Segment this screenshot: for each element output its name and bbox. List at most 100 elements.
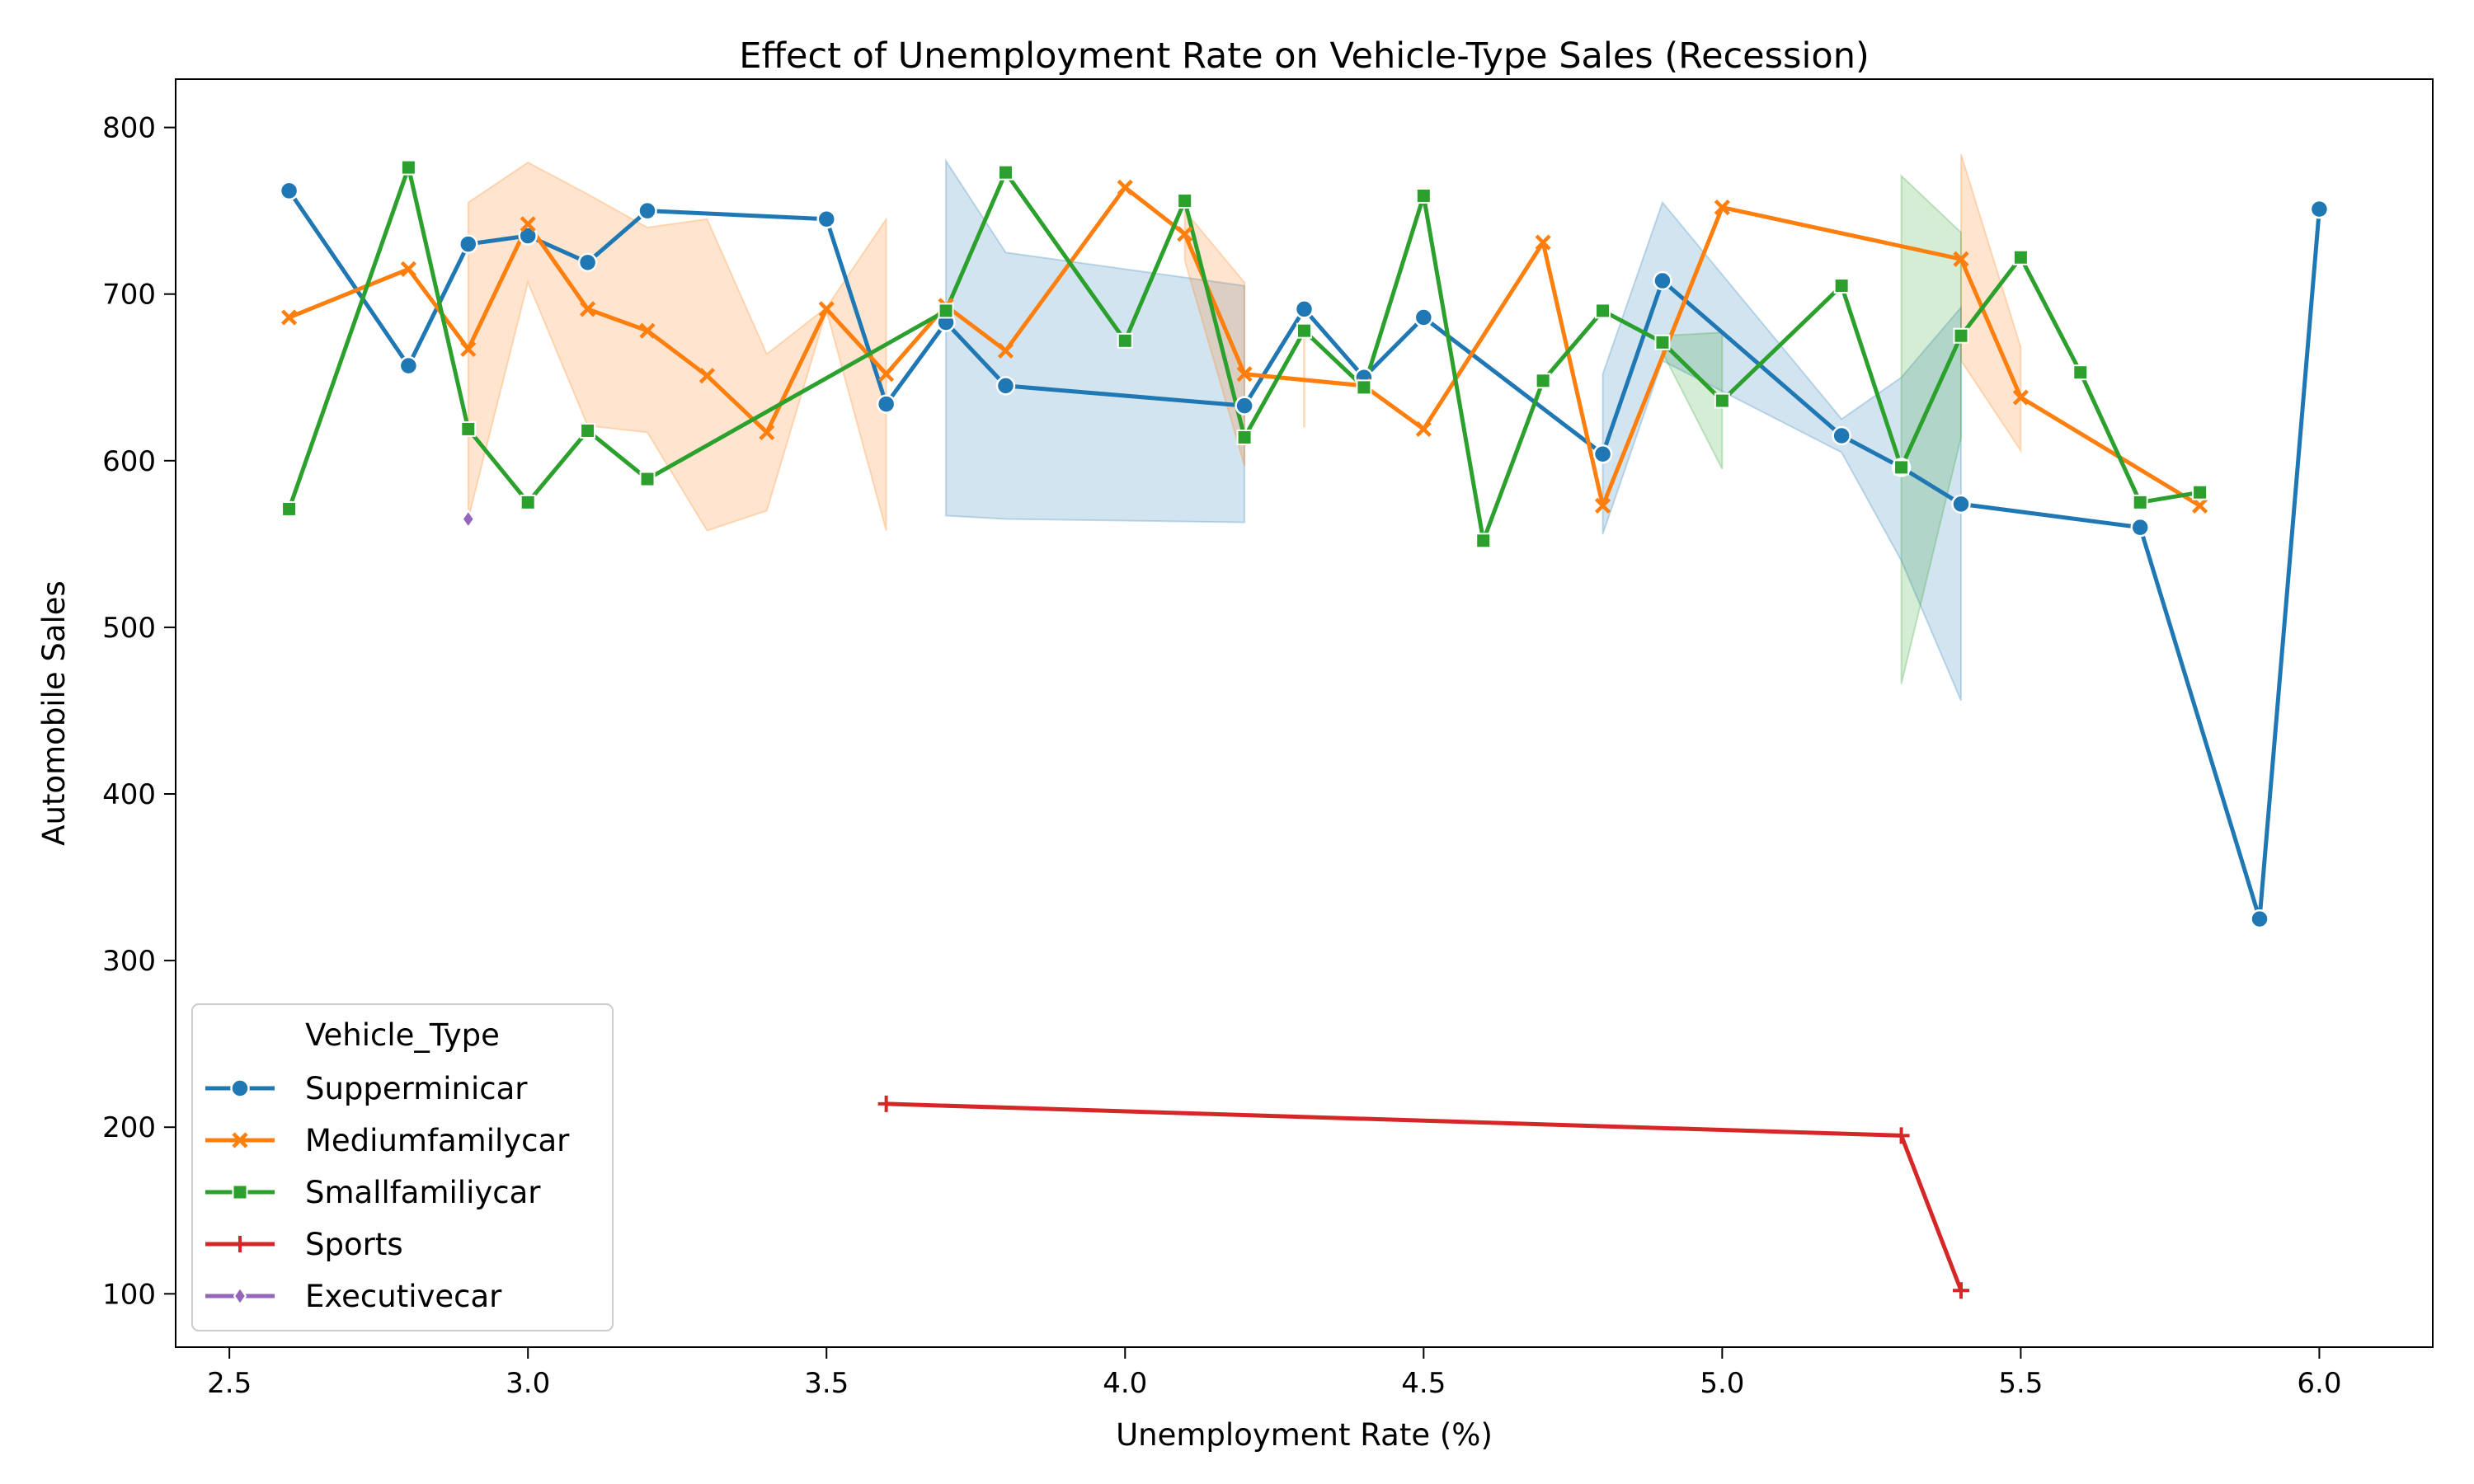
supperminicar-band xyxy=(1602,200,1962,702)
y-tick-label: 500 xyxy=(102,612,156,645)
supperminicar-point xyxy=(1413,308,1434,327)
smallfamiliycar-point xyxy=(2072,364,2089,381)
x-tick-label: 4.0 xyxy=(1103,1367,1147,1400)
sports-point xyxy=(877,1095,895,1112)
x-tick-label: 5.5 xyxy=(1998,1367,2043,1400)
mediumfamilycar-point xyxy=(1415,420,1432,438)
x-tick-label: 2.5 xyxy=(207,1367,252,1400)
mediumfamilycar-point xyxy=(1535,234,1551,251)
smallfamiliycar-point xyxy=(1356,379,1372,396)
plot-frame xyxy=(175,78,2434,1348)
legend-label: Sports xyxy=(305,1227,403,1262)
smallfamiliycar-point xyxy=(1654,334,1671,350)
smallfamiliycar-point xyxy=(400,159,416,176)
mediumfamilycar-point xyxy=(460,340,477,357)
series-markers xyxy=(279,159,2330,1299)
smallfamiliycar-point xyxy=(1236,430,1253,446)
legend-item-supperminicar: Supperminicar xyxy=(205,1071,528,1106)
supperminicar-point xyxy=(459,234,478,254)
smallfamiliycar-band xyxy=(1900,173,1962,684)
mediumfamilycar-point xyxy=(1117,179,1133,195)
x-tick-label: 3.0 xyxy=(506,1367,550,1400)
mediumfamilycar-point xyxy=(1953,251,1969,267)
smallfamiliycar-point xyxy=(1595,303,1611,319)
mediumfamilycar-point xyxy=(1594,497,1611,514)
legend-box xyxy=(191,1003,614,1331)
mediumfamilycar-point xyxy=(1177,226,1193,242)
supperminicar-point xyxy=(279,181,299,201)
y-axis-label: Automobile Sales xyxy=(36,580,72,846)
smallfamiliycar-point xyxy=(639,471,656,487)
smallfamiliycar-point xyxy=(281,500,298,517)
supperminicar-line xyxy=(287,189,2321,922)
mediumfamilycar-point xyxy=(818,301,835,317)
legend-item-executivecar: Executivecar xyxy=(205,1279,502,1314)
x-axis-label: Unemployment Rate (%) xyxy=(1116,1417,1493,1453)
supperminicar-point xyxy=(816,209,836,229)
smallfamiliycar-point xyxy=(938,303,954,319)
smallfamiliycar-point xyxy=(1475,533,1492,549)
mediumfamilycar-point xyxy=(997,342,1014,359)
executivecar-point xyxy=(461,509,476,529)
legend-item-mediumfamilycar: Mediumfamilycar xyxy=(205,1123,570,1158)
supperminicar-point xyxy=(2130,517,2150,538)
smallfamiliycar-point xyxy=(1117,332,1133,349)
x-tick-label: 5.0 xyxy=(1700,1367,1744,1400)
y-tick-label: 800 xyxy=(102,112,156,145)
mediumfamilycar-point xyxy=(520,216,536,232)
supperminicar-point xyxy=(1294,299,1315,319)
supperminicar-point xyxy=(1832,425,1851,446)
smallfamiliycar-point xyxy=(2132,494,2148,510)
sports-point xyxy=(1952,1282,1969,1299)
smallfamiliycar-point xyxy=(2012,249,2029,265)
supperminicar-point xyxy=(2309,199,2330,219)
mediumfamilycar-point xyxy=(1236,366,1253,383)
supperminicar-point xyxy=(398,355,419,376)
smallfamiliycar-point xyxy=(520,494,536,510)
y-axis-ticks: 100 200 300 400 500 600 700 800 xyxy=(102,112,176,1311)
mediumfamilycar-point xyxy=(280,309,298,326)
legend-item-smallfamiliycar: Smallfamiliycar xyxy=(205,1175,541,1210)
smallfamiliycar-point xyxy=(1953,327,1969,344)
legend-label: Supperminicar xyxy=(305,1071,528,1106)
legend-label: Executivecar xyxy=(305,1279,502,1314)
smallfamiliycar-point xyxy=(1714,392,1730,409)
smallfamiliycar-point xyxy=(1415,187,1432,204)
smallfamiliycar-point xyxy=(460,420,477,437)
mediumfamilycar-point xyxy=(639,322,656,339)
smallfamiliycar-point xyxy=(1296,322,1312,339)
x-tick-label: 4.5 xyxy=(1401,1367,1446,1400)
sports-point xyxy=(1893,1127,1910,1144)
supperminicar-point xyxy=(518,226,538,246)
legend-label: Smallfamiliycar xyxy=(305,1175,541,1210)
smallfamiliycar-point xyxy=(1535,373,1551,389)
legend-item-sports: Sports xyxy=(205,1227,403,1262)
mediumfamilycar-point xyxy=(580,301,596,317)
supperminicar-point xyxy=(1592,444,1613,464)
mediumfamilycar-point xyxy=(2192,497,2208,514)
legend-swatch-marker xyxy=(232,1132,248,1148)
mediumfamilycar-point xyxy=(698,368,716,384)
smallfamiliycar-point xyxy=(1177,193,1193,209)
y-tick-label: 100 xyxy=(102,1278,156,1311)
x-tick-label: 6.0 xyxy=(2297,1367,2341,1400)
mediumfamilycar-point xyxy=(400,261,416,277)
supperminicar-point xyxy=(2250,909,2269,929)
y-tick-label: 200 xyxy=(102,1111,156,1144)
smallfamiliycar-point xyxy=(2192,484,2208,500)
legend-title: Vehicle_Type xyxy=(305,1017,500,1053)
smallfamiliycar-point xyxy=(997,164,1014,181)
legend-swatch-marker xyxy=(232,1236,248,1252)
legend-swatch-marker xyxy=(233,1286,247,1306)
mediumfamilycar-point xyxy=(759,424,775,441)
mediumfamilycar-point xyxy=(878,366,895,383)
supperminicar-point xyxy=(637,200,657,221)
supperminicar-point xyxy=(876,394,896,414)
legend-swatch-marker xyxy=(232,1184,248,1200)
smallfamiliycar-point xyxy=(1893,459,1910,476)
x-axis-ticks: 2.5 3.0 3.5 4.0 4.5 5.0 5.5 6.0 xyxy=(207,1347,2341,1400)
y-tick-label: 300 xyxy=(102,945,156,978)
smallfamiliycar-point xyxy=(580,422,596,439)
supperminicar-band xyxy=(945,157,1246,524)
